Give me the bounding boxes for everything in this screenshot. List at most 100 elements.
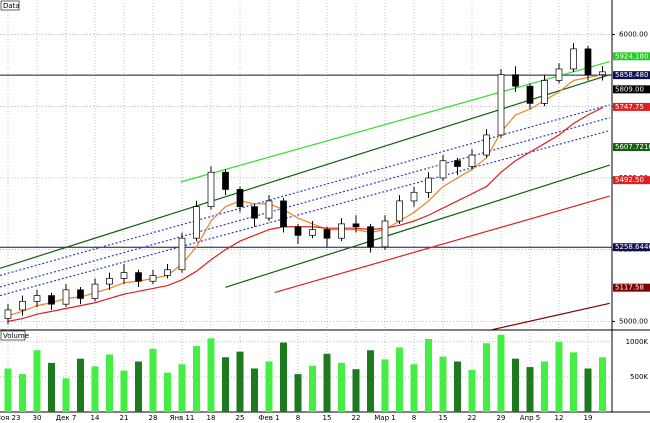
candle-body [19, 300, 26, 311]
candle-body [396, 200, 403, 222]
candle-body [352, 223, 360, 228]
moving-average [7, 107, 603, 322]
x-tick-label: 22 [352, 414, 361, 422]
price-tag [613, 102, 650, 111]
x-tick-label: 14 [91, 414, 100, 422]
candle-body [526, 85, 534, 104]
volume-bar [512, 358, 519, 412]
panel-label: Data [3, 2, 20, 10]
volume-bar [454, 361, 461, 412]
volume-tick-label: 500K [630, 373, 648, 381]
candle-body [497, 74, 505, 136]
volume-bar [439, 356, 447, 412]
x-tick-label: Фев 1 [258, 414, 279, 422]
x-tick-label: 22 [468, 414, 477, 422]
trend-line [274, 195, 610, 294]
x-tick-label: 15 [323, 414, 332, 422]
candle-body [410, 191, 418, 202]
volume-bar [338, 362, 345, 412]
volume-bar [526, 367, 534, 412]
candle-body [512, 74, 519, 87]
candle-body [584, 48, 592, 76]
candle-body [439, 160, 447, 179]
price-tag-label: 5492.50 [615, 176, 644, 184]
candle-body [251, 206, 258, 219]
x-tick-label: 19 [584, 414, 593, 422]
volume-bar [584, 368, 592, 412]
x-tick-label: 15 [439, 414, 448, 422]
volume-bar [207, 338, 215, 412]
volume-bar [381, 359, 389, 412]
x-tick-label: Дек 7 [56, 414, 77, 422]
volume-bar [135, 361, 142, 412]
price-tag [613, 176, 650, 185]
candle-body [323, 229, 331, 239]
trend-line [0, 104, 610, 277]
candle-body [294, 226, 302, 236]
trend-line [489, 302, 610, 331]
x-tick-label: 29 [497, 414, 506, 422]
price-tag-label: 5258.6446 [615, 243, 650, 251]
volume-bar [193, 346, 200, 412]
volume-bar [91, 366, 99, 412]
candle-body [120, 272, 128, 279]
y-tick-label: 6000.00 [619, 31, 648, 39]
price-tag [613, 283, 650, 292]
candle-body [4, 309, 12, 319]
price-tag [613, 243, 650, 252]
candle-body [265, 200, 273, 219]
candle-body [280, 200, 287, 228]
trend-line [0, 74, 610, 269]
volume-bar [294, 374, 302, 412]
candle-body [33, 295, 41, 302]
volume-bar [570, 352, 577, 412]
volume-bar [396, 347, 403, 412]
candle-body [178, 237, 186, 271]
price-tag-label: 5607.7216 [615, 143, 650, 151]
volume-bar [120, 370, 128, 412]
price-tag [613, 52, 650, 61]
price-tag-label: 5858.480 [615, 71, 648, 79]
candle-body [164, 269, 171, 276]
volume-bar [48, 362, 55, 412]
candle-body [207, 171, 215, 208]
volume-bar [352, 369, 360, 412]
volume-bar [425, 339, 432, 412]
y-tick-label: 5000.00 [619, 317, 648, 325]
volume-bar [77, 358, 84, 412]
volume-bar [33, 350, 41, 412]
trend-line [180, 60, 610, 183]
candle-body [468, 154, 476, 167]
candle-body [338, 223, 345, 239]
price-tag [613, 143, 650, 152]
x-tick-label: Апр 5 [520, 414, 541, 422]
volume-bar [164, 372, 171, 412]
x-tick-label: 28 [149, 414, 158, 422]
trend-line [225, 164, 610, 288]
panel-label-box [0, 330, 26, 341]
volume-bar [483, 343, 490, 412]
trend-line [0, 117, 610, 288]
candle-body [555, 68, 563, 81]
price-tag-label: 5117.58 [615, 284, 644, 292]
volume-bar [468, 369, 476, 412]
volume-bar [251, 368, 258, 412]
volume-bar [323, 353, 331, 412]
volume-bar [222, 357, 229, 412]
candle-body [599, 71, 606, 76]
volume-bar [497, 334, 505, 412]
candle-body [541, 80, 548, 104]
x-tick-label: 8 [412, 414, 416, 422]
candle-body [77, 289, 84, 299]
x-tick-label: 30 [33, 414, 42, 422]
volume-bar [19, 374, 26, 412]
candle-body [570, 48, 577, 70]
candle-body [62, 289, 70, 305]
volume-bar [265, 361, 273, 412]
candle-body [193, 206, 200, 239]
x-tick-label: Ноя 23 [0, 414, 20, 422]
volume-bar [178, 364, 186, 412]
candle-body [106, 278, 113, 285]
